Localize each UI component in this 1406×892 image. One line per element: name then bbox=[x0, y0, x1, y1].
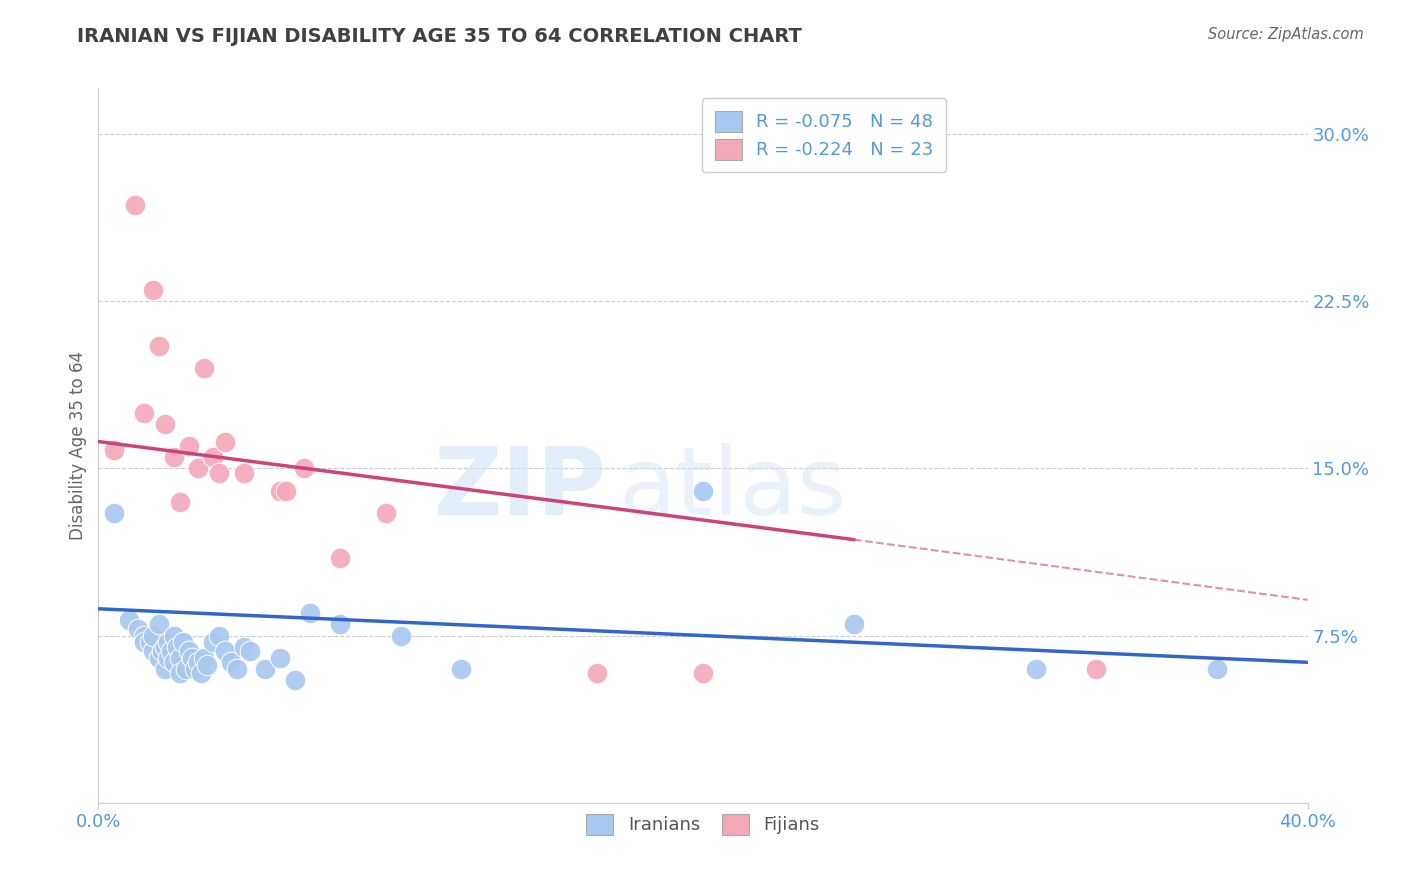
Point bbox=[153, 417, 176, 431]
Legend: Iranians, Fijians: Iranians, Fijians bbox=[578, 805, 828, 844]
Point bbox=[253, 662, 276, 676]
Point bbox=[160, 644, 183, 658]
Point bbox=[169, 666, 191, 681]
Text: atlas: atlas bbox=[619, 442, 846, 535]
Point bbox=[214, 434, 236, 449]
Point bbox=[156, 635, 179, 649]
Point bbox=[148, 617, 170, 632]
Point bbox=[163, 655, 186, 669]
Point bbox=[179, 644, 201, 658]
Point bbox=[202, 450, 225, 464]
Point bbox=[193, 360, 215, 375]
Point bbox=[153, 640, 176, 654]
Point bbox=[274, 483, 297, 498]
Point bbox=[329, 617, 352, 632]
Point bbox=[142, 628, 165, 642]
Point bbox=[239, 644, 262, 658]
Point bbox=[195, 657, 218, 672]
Point bbox=[221, 655, 243, 669]
Point bbox=[179, 439, 201, 453]
Point bbox=[169, 651, 191, 665]
Point bbox=[169, 494, 191, 508]
Point bbox=[692, 483, 714, 498]
Point bbox=[299, 607, 322, 621]
Point bbox=[132, 635, 155, 649]
Point bbox=[284, 673, 307, 687]
Point bbox=[153, 662, 176, 676]
Text: IRANIAN VS FIJIAN DISABILITY AGE 35 TO 64 CORRELATION CHART: IRANIAN VS FIJIAN DISABILITY AGE 35 TO 6… bbox=[77, 27, 803, 45]
Point bbox=[174, 662, 197, 676]
Point bbox=[586, 666, 609, 681]
Point bbox=[184, 662, 207, 676]
Point bbox=[163, 450, 186, 464]
Point bbox=[142, 283, 165, 297]
Point bbox=[329, 550, 352, 565]
Point bbox=[187, 461, 209, 475]
Point bbox=[193, 651, 215, 665]
Point bbox=[148, 338, 170, 352]
Text: ZIP: ZIP bbox=[433, 442, 606, 535]
Point bbox=[450, 662, 472, 676]
Point bbox=[232, 466, 254, 480]
Point bbox=[1024, 662, 1046, 676]
Point bbox=[187, 655, 209, 669]
Point bbox=[142, 644, 165, 658]
Point bbox=[103, 506, 125, 520]
Text: Source: ZipAtlas.com: Source: ZipAtlas.com bbox=[1208, 27, 1364, 42]
Point bbox=[374, 506, 396, 520]
Point bbox=[1206, 662, 1229, 676]
Point bbox=[292, 461, 315, 475]
Point bbox=[208, 628, 231, 642]
Y-axis label: Disability Age 35 to 64: Disability Age 35 to 64 bbox=[69, 351, 87, 541]
Point bbox=[139, 635, 162, 649]
Point bbox=[226, 662, 249, 676]
Point bbox=[132, 405, 155, 419]
Point bbox=[214, 644, 236, 658]
Point bbox=[150, 644, 173, 658]
Point bbox=[1085, 662, 1108, 676]
Point bbox=[124, 198, 146, 212]
Point bbox=[103, 443, 125, 458]
Point bbox=[208, 466, 231, 480]
Point bbox=[692, 666, 714, 681]
Point bbox=[202, 635, 225, 649]
Point bbox=[132, 628, 155, 642]
Point bbox=[190, 666, 212, 681]
Point bbox=[163, 628, 186, 642]
Point bbox=[166, 640, 188, 654]
Point bbox=[118, 613, 141, 627]
Point bbox=[232, 640, 254, 654]
Point bbox=[269, 651, 291, 665]
Point bbox=[181, 651, 204, 665]
Point bbox=[844, 617, 866, 632]
Point bbox=[269, 483, 291, 498]
Point bbox=[156, 651, 179, 665]
Point bbox=[127, 622, 149, 636]
Point bbox=[148, 651, 170, 665]
Point bbox=[389, 628, 412, 642]
Point bbox=[172, 635, 194, 649]
